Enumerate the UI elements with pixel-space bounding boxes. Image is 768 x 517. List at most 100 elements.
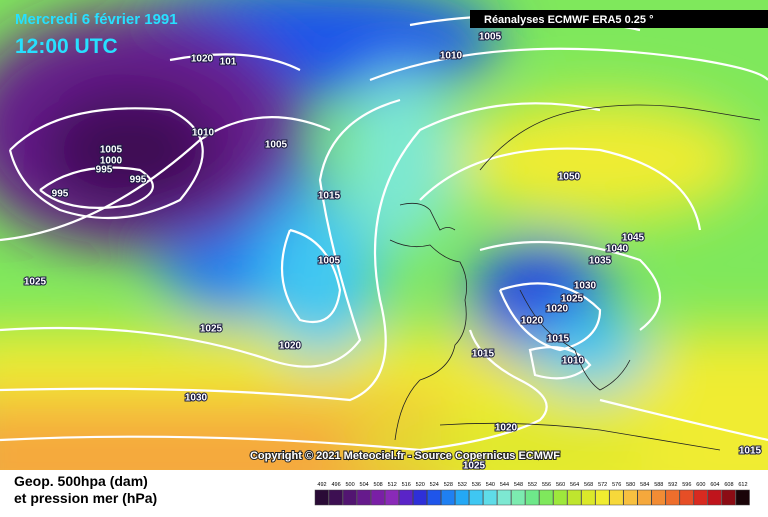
legend-value: 556 (542, 482, 551, 488)
copyright: Copyright © 2021 Meteociel.fr - Source C… (250, 450, 560, 462)
legend-swatch (328, 489, 343, 506)
legend-value: 520 (416, 482, 425, 488)
isobar-label: 995 (52, 189, 69, 200)
legend-title: et pression mer (hPa) (14, 490, 157, 506)
legend-swatch (665, 489, 680, 506)
isobar-label: 101 (220, 57, 237, 68)
legend-swatch (398, 489, 413, 506)
isobar-label: 1015 (472, 349, 495, 360)
legend-swatch (679, 489, 694, 506)
legend-swatch (623, 489, 638, 506)
legend-value: 504 (360, 482, 369, 488)
legend-swatch (595, 489, 610, 506)
isobar-label: 1010 (562, 356, 585, 367)
isobar-label: 1040 (606, 244, 629, 255)
legend-swatch (356, 489, 371, 506)
isobar-label: 1000 (100, 156, 123, 167)
legend-value: 552 (528, 482, 537, 488)
isobar-label: 1025 (463, 461, 486, 472)
legend-value: 536 (472, 482, 481, 488)
legend-swatch (735, 489, 750, 506)
legend-swatch (567, 489, 582, 506)
legend-value: 528 (444, 482, 453, 488)
legend-swatch (637, 489, 652, 506)
isobar-label: 995 (130, 175, 147, 186)
legend-value: 544 (500, 482, 509, 488)
legend-swatch (525, 489, 540, 506)
legend-value: 608 (724, 482, 733, 488)
isobar-label: 1015 (739, 446, 762, 457)
legend-value: 500 (345, 482, 354, 488)
legend-swatch (497, 489, 512, 506)
isobar-label: 1045 (622, 233, 645, 244)
color-bar: 492 496 500 504 508 512 516 520 524 528 532 536 540 5… (314, 482, 750, 506)
legend-value: 588 (654, 482, 663, 488)
legend-value: 548 (514, 482, 523, 488)
legend-value: 496 (331, 482, 340, 488)
legend-value: 580 (626, 482, 635, 488)
legend-value: 508 (374, 482, 383, 488)
legend-swatch (412, 489, 428, 506)
legend-value: 492 (317, 482, 326, 488)
legend-swatch (314, 489, 329, 506)
legend-value: 568 (584, 482, 593, 488)
isobar-label: 1010 (192, 128, 215, 139)
legend-value: 564 (570, 482, 579, 488)
legend-value: 604 (710, 482, 719, 488)
legend-value: 596 (682, 482, 691, 488)
isobar-label: 1020 (191, 54, 214, 65)
time: 12:00 UTC (15, 35, 118, 58)
isobar-label: 1020 (495, 423, 518, 434)
legend-swatch (651, 489, 666, 506)
source-box (470, 10, 768, 28)
isobar-label: 1025 (200, 324, 223, 335)
legend-swatch (342, 489, 357, 506)
legend-value: 592 (668, 482, 677, 488)
legend-swatch (483, 489, 498, 506)
isobar-label: 1030 (574, 281, 597, 292)
legend-swatch (441, 489, 456, 506)
legend-swatch (370, 489, 385, 506)
legend-value: 540 (486, 482, 495, 488)
coastlines (389, 104, 761, 451)
legend-swatch (469, 489, 484, 506)
isobar-label: 1020 (546, 304, 569, 315)
isobar-label: 1005 (318, 256, 341, 267)
source: Réanalyses ECMWF ERA5 0.25 ° (484, 14, 653, 26)
isobar-label: 1020 (279, 341, 302, 352)
legend-value: 532 (458, 482, 467, 488)
isobar-label: 1050 (558, 172, 581, 183)
legend-value: 584 (640, 482, 649, 488)
legend-value: 572 (598, 482, 607, 488)
date: Mercredi 6 février 1991 (15, 11, 178, 28)
legend-title: Geop. 500hpa (dam) (14, 473, 148, 489)
isobar-label: 1005 (100, 145, 123, 156)
isobar-label: 1020 (521, 316, 544, 327)
legend-value: 600 (696, 482, 705, 488)
isobar-label: 995 (96, 165, 113, 176)
isobar-label: 1005 (265, 140, 288, 151)
legend-swatch (427, 489, 442, 506)
isobar-label: 1010 (440, 51, 463, 62)
isobar-label: 1025 (24, 277, 47, 288)
isobar-label: 1005 (479, 32, 502, 43)
legend-swatch (455, 489, 470, 506)
legend-swatch (511, 489, 526, 506)
isobar-label: 1030 (185, 393, 208, 404)
legend-swatch (707, 489, 722, 506)
legend-swatch (384, 489, 399, 506)
isobar-label: 1015 (318, 191, 341, 202)
legend-value: 516 (402, 482, 411, 488)
legend-value: 560 (556, 482, 565, 488)
legend-swatch (721, 489, 736, 506)
legend-value: 512 (388, 482, 397, 488)
legend-swatch (693, 489, 708, 506)
legend-swatch (609, 489, 624, 506)
legend-swatch (553, 489, 568, 506)
legend-value: 576 (612, 482, 621, 488)
legend-value: 612 (738, 482, 747, 488)
legend-value: 524 (430, 482, 439, 488)
